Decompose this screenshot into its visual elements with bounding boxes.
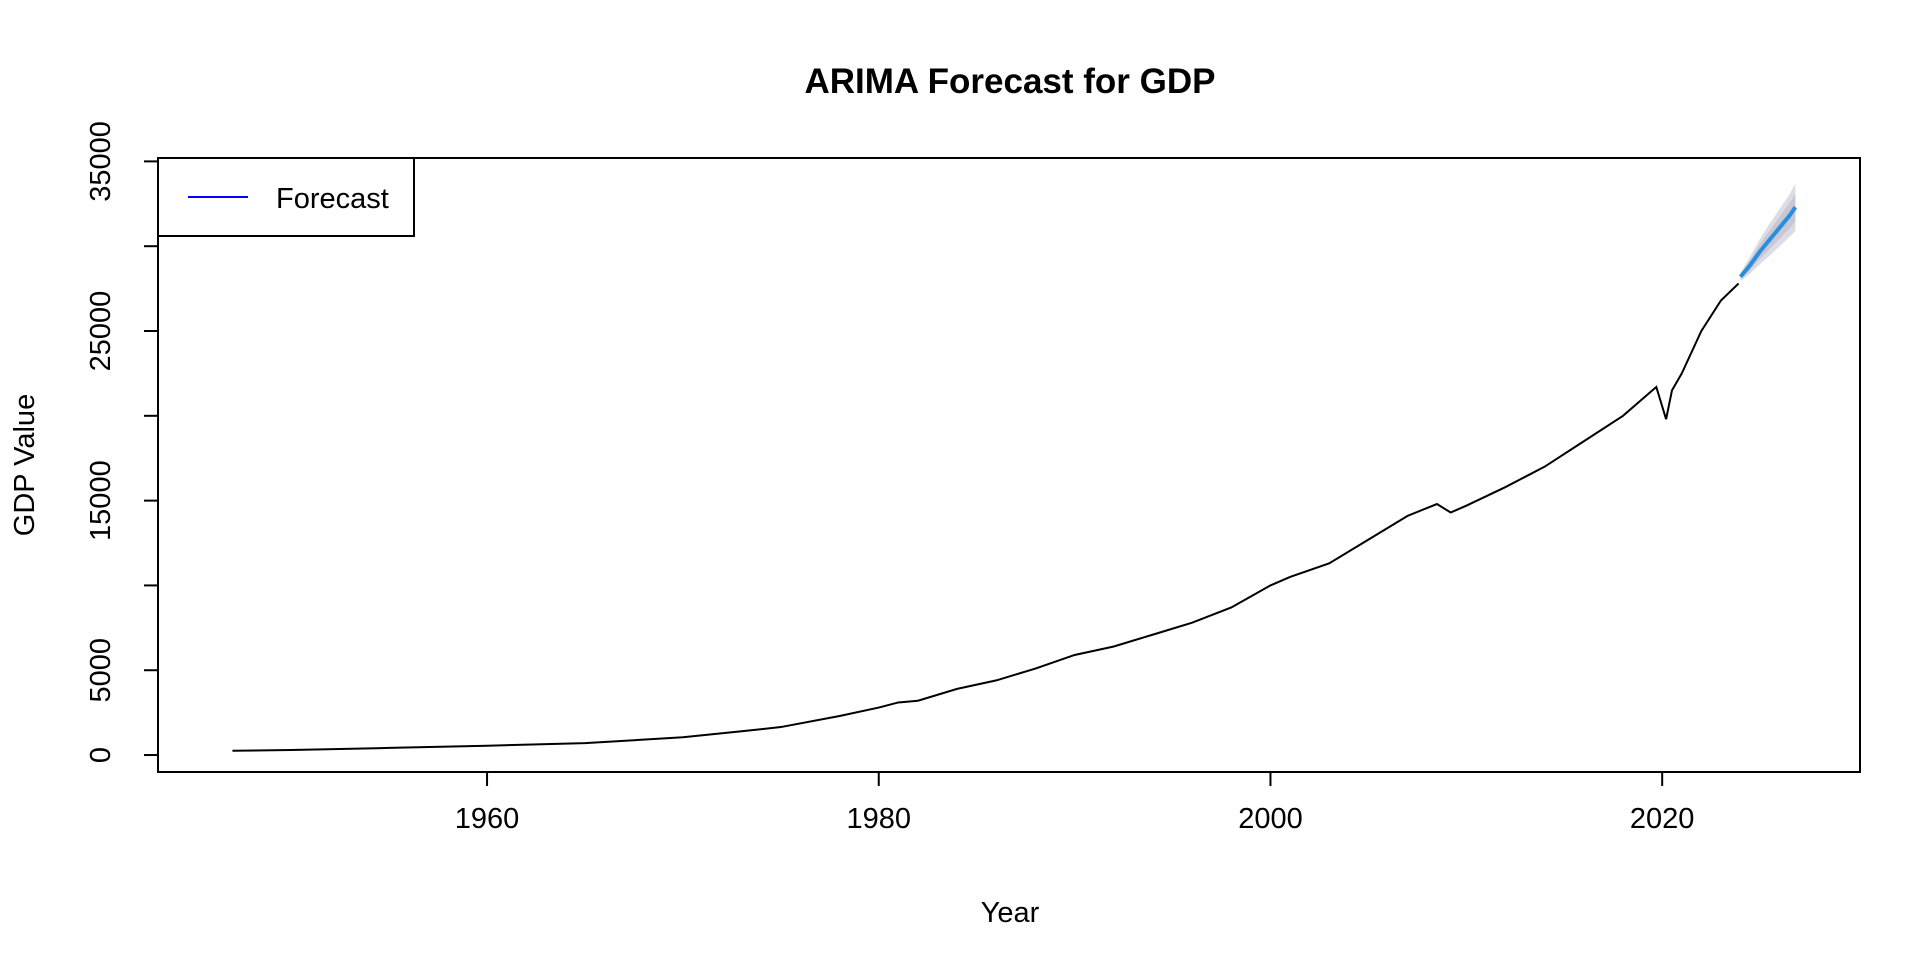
chart-title: ARIMA Forecast for GDP (805, 62, 1216, 101)
y-axis: 0 5000 15000 25000 35000 (85, 121, 158, 763)
forecast-line (1738, 206, 1798, 279)
history-line (232, 282, 1740, 752)
x-axis-label: Year (981, 897, 1040, 929)
y-tick-label-25000: 25000 (85, 291, 117, 372)
y-tick-label-5000: 5000 (85, 638, 117, 703)
y-tick-label-0: 0 (85, 747, 117, 763)
y-tick-label-15000: 15000 (85, 460, 117, 541)
x-tick-label-2000: 2000 (1238, 803, 1303, 835)
y-tick-label-35000: 35000 (85, 121, 117, 202)
legend-label-forecast: Forecast (276, 183, 389, 215)
plot-frame (157, 157, 1861, 773)
series-lines (232, 206, 1798, 752)
y-axis-label: GDP Value (9, 394, 41, 536)
x-tick-label-1980: 1980 (846, 803, 911, 835)
x-axis: 1960 1980 2000 2020 (455, 772, 1695, 835)
x-tick-label-2020: 2020 (1630, 803, 1695, 835)
legend: Forecast (157, 157, 415, 237)
x-tick-label-1960: 1960 (455, 803, 520, 835)
